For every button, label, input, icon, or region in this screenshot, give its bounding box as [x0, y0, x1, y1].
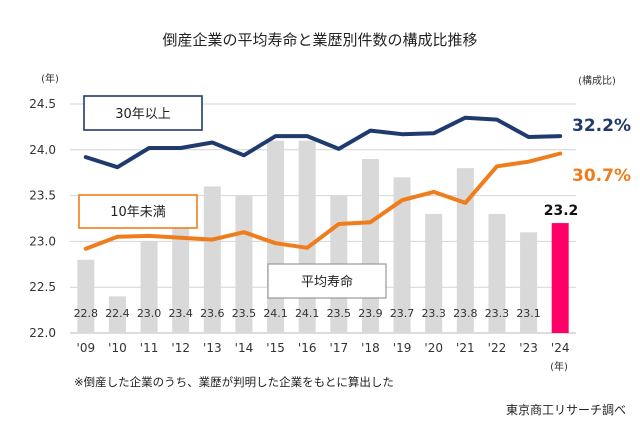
bar-'20 [425, 213, 443, 333]
legend-box-average [267, 263, 387, 299]
bar-value-label: 23.6 [200, 307, 225, 320]
x-tick-label: '21 [456, 341, 475, 355]
bar-value-label: 23.7 [390, 307, 415, 320]
bar-'13 [203, 186, 221, 333]
line-series [83, 115, 563, 251]
y-tick-label: 22.0 [29, 326, 56, 340]
x-tick-label: '12 [171, 341, 190, 355]
bar-'21 [456, 168, 474, 333]
x-tick-label: '24 [551, 341, 570, 355]
bar-value-label: 23.3 [485, 307, 510, 320]
x-tick-label: '14 [235, 341, 254, 355]
bar-value-label: 23.5 [327, 307, 352, 320]
x-tick-label: '09 [77, 341, 96, 355]
y-tick-label: 24.0 [29, 143, 56, 157]
bar-'16 [298, 140, 316, 333]
bar-'11 [140, 241, 158, 333]
end-label-30yr: 32.2% [572, 116, 631, 136]
bar-value-label: 23.4 [168, 307, 193, 320]
source-credit: 東京商工リサーチ調べ [506, 402, 626, 417]
legend-box-10yr [78, 194, 198, 229]
end-label-10yr: 30.7% [572, 166, 631, 186]
x-axis-unit: (年) [550, 360, 568, 373]
bar-value-label: 24.1 [263, 307, 288, 320]
x-tick-label: '17 [330, 341, 349, 355]
footnote: ※倒産した企業のうち、業歴が判明した企業をもとに算出した [74, 375, 394, 389]
bar-value-label: 23.8 [453, 307, 478, 320]
right-axis-unit: (構成比) [578, 74, 616, 87]
x-tick-label: '15 [266, 341, 285, 355]
y-tick-label: 23.0 [29, 234, 56, 248]
x-tick-label: '20 [424, 341, 443, 355]
x-tick-label: '23 [519, 341, 538, 355]
line-under-10yr [83, 151, 563, 251]
bar-value-label: 23.1 [516, 307, 541, 320]
y-axis-unit: (年) [41, 72, 59, 85]
y-axis: 22.0 22.5 23.0 23.5 24.0 24.5 [29, 97, 56, 340]
x-tick-label: '22 [488, 341, 507, 355]
x-axis: '09 '10 '11 '12 '13 '14 '15 '16 '17 '18 '19 '20 '21 '… [77, 341, 570, 355]
y-tick-label: 24.5 [29, 97, 56, 111]
x-tick-label: '18 [361, 341, 380, 355]
bar-value-label: 24.1 [295, 307, 320, 320]
legend-label-10yr: 10年未満 [110, 205, 166, 220]
bar-value-label: 23.3 [421, 307, 446, 320]
bar-value-label: 22.8 [74, 307, 99, 320]
y-tick-label: 23.5 [29, 189, 56, 203]
bar-'24 [551, 223, 569, 333]
bar-value-label: 23.5 [232, 307, 257, 320]
x-tick-label: '11 [140, 341, 159, 355]
bar-value-label: 22.4 [105, 307, 130, 320]
bar-'14 [235, 195, 253, 333]
bar-value-label: 23.9 [358, 307, 383, 320]
bar-'15 [267, 140, 285, 333]
bar-'22 [488, 213, 506, 333]
last-bar-value-label: 23.2 [544, 203, 579, 219]
bar-'09 [77, 259, 95, 333]
bar-'23 [520, 232, 538, 333]
bar-value-label: 23.0 [137, 307, 162, 320]
legend-label-average: 平均寿命 [301, 274, 353, 290]
x-tick-label: '19 [393, 341, 412, 355]
y-tick-label: 22.5 [29, 280, 56, 294]
line-30yr-plus [83, 115, 563, 170]
x-tick-label: '16 [298, 341, 317, 355]
x-tick-label: '13 [203, 341, 222, 355]
bar-labels: 22.8 22.4 23.0 23.4 23.6 23.5 24.1 24.1 23.5 23.9… [74, 307, 541, 320]
chart-title: 倒産企業の平均寿命と業歴別件数の構成比推移 [162, 31, 477, 49]
bar-'19 [393, 177, 411, 333]
x-tick-label: '10 [108, 341, 127, 355]
legend-label-30yr: 30年以上 [115, 107, 171, 122]
bar-'10 [108, 296, 126, 333]
legend-box-30yr [83, 95, 203, 131]
